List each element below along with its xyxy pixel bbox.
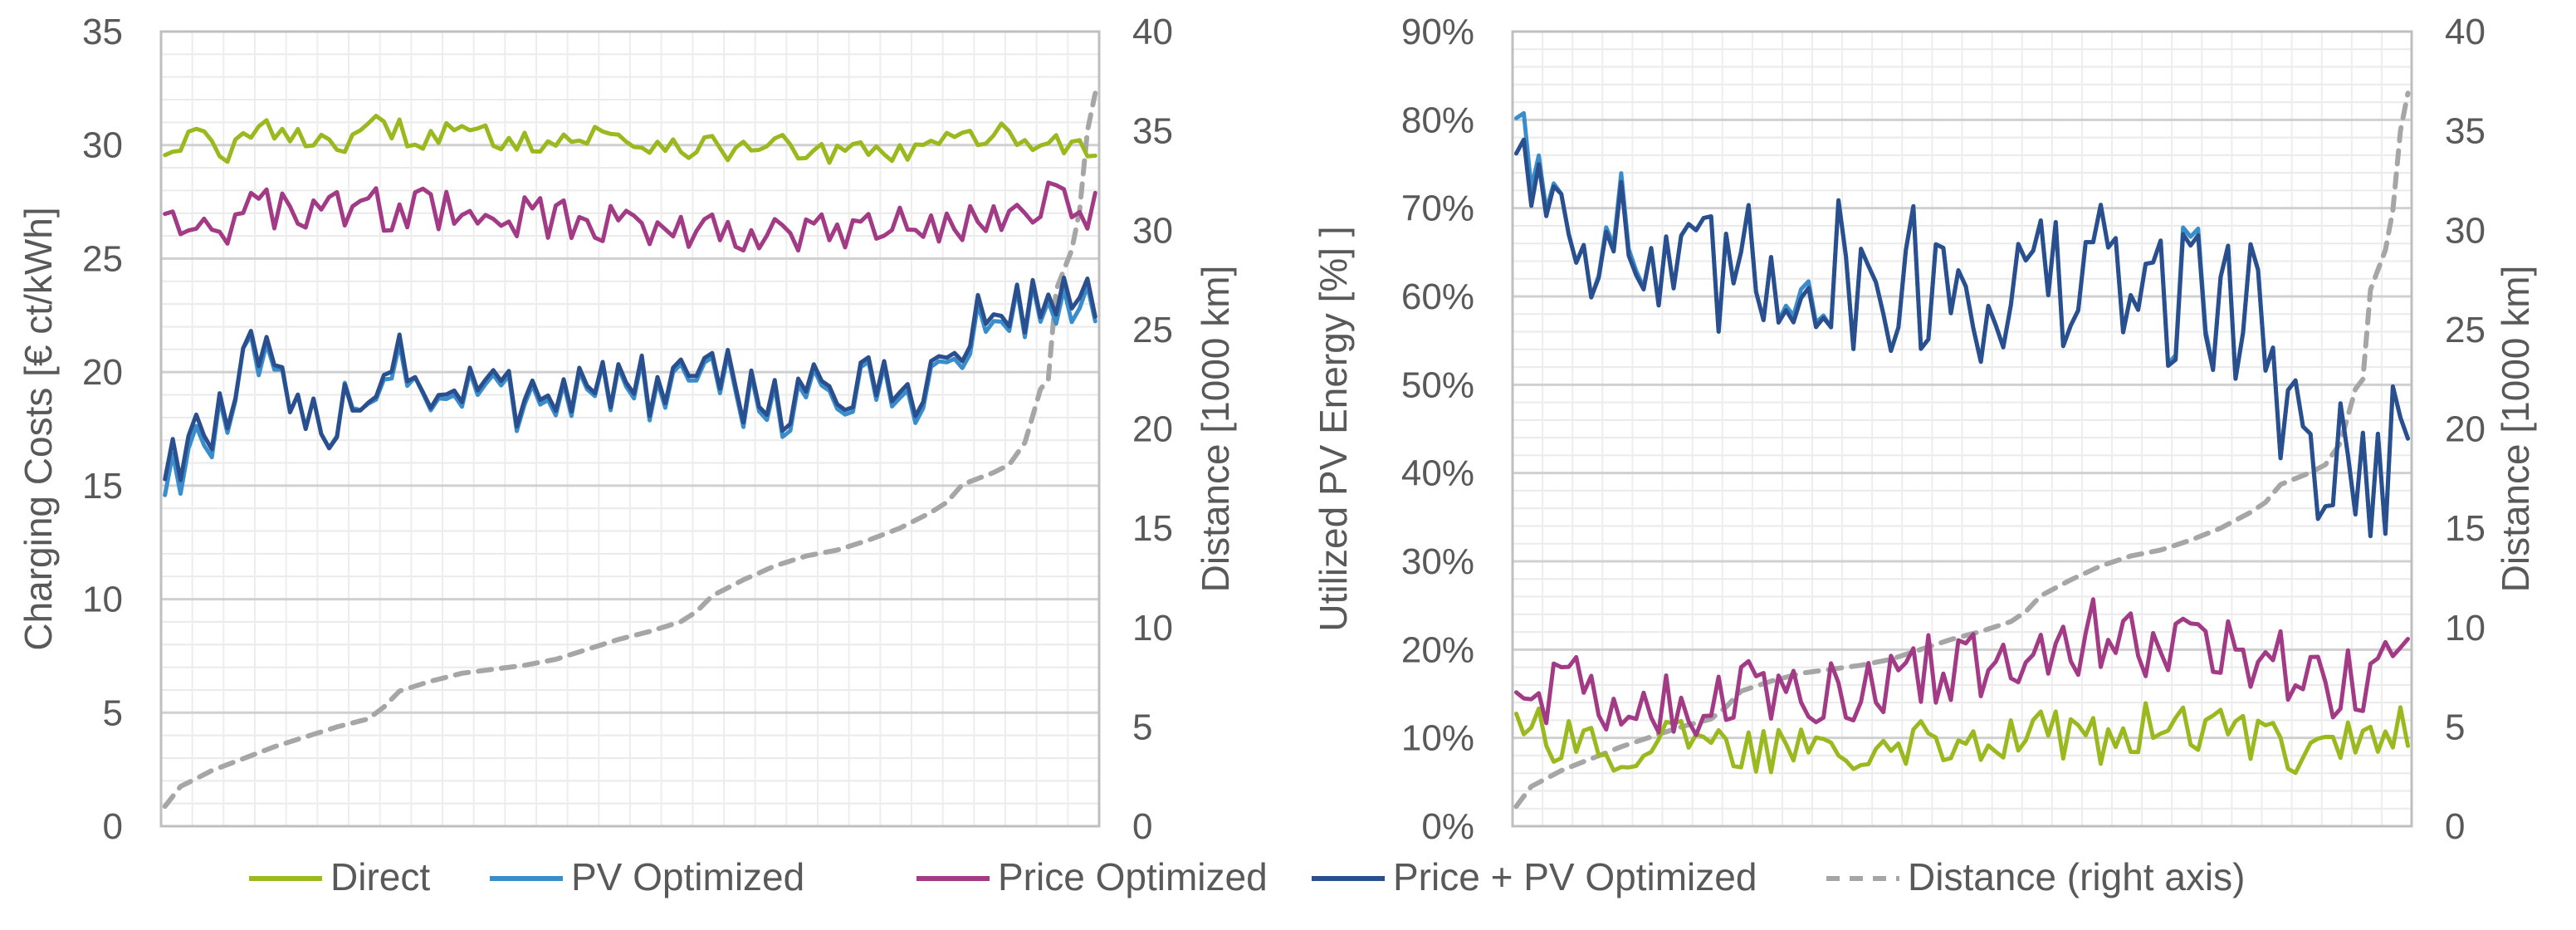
y-tick-label: 60% <box>1401 277 1474 317</box>
y2-axis-title: Distance [1000 km] <box>1194 266 1237 593</box>
legend-label-direct: Direct <box>330 855 430 898</box>
series-line-direct <box>1514 701 2410 776</box>
chart-panel-pv_energy: 0% 10% 20% 30% 40% 50% 60% 70% 80% 90% 0 5 10 15 20 25 3… <box>1312 12 2537 847</box>
y-tick-label: 0 <box>103 806 123 847</box>
y2-tick-label: 10 <box>1132 608 1173 649</box>
y-tick-label: 70% <box>1401 188 1474 229</box>
series-line-pricepv <box>163 275 1097 482</box>
y2-tick-label: 20 <box>1132 409 1173 450</box>
chart-panel-costs: 0 5 10 15 20 25 30 35 0 5 10 15 20 25 30 35 40 Charging C… <box>17 12 1237 847</box>
y-tick-label: 30 <box>82 125 123 166</box>
plot-area-border <box>159 30 1101 828</box>
y2-tick-label: 10 <box>2445 608 2486 649</box>
y2-tick-label: 15 <box>2445 508 2486 549</box>
y2-tick-label: 15 <box>1132 508 1173 549</box>
y2-tick-label: 30 <box>1132 210 1173 251</box>
series-line-price <box>1514 597 2410 737</box>
y-tick-label: 25 <box>82 238 123 279</box>
y2-tick-label: 0 <box>2445 806 2465 847</box>
series-line-distance <box>162 91 1098 810</box>
y2-tick-label: 40 <box>1132 12 1173 52</box>
legend-label-price: Price Optimized <box>998 855 1268 898</box>
y-tick-label: 10% <box>1401 718 1474 759</box>
legend-label-distance: Distance (right axis) <box>1908 855 2245 898</box>
y2-tick-label: 0 <box>1132 806 1152 847</box>
y-tick-label: 40% <box>1401 453 1474 494</box>
y2-tick-label: 25 <box>2445 310 2486 350</box>
series-line-pricepv <box>1514 137 2410 539</box>
y-tick-label: 20% <box>1401 629 1474 670</box>
y-tick-label: 80% <box>1401 100 1474 140</box>
y2-tick-label: 40 <box>2445 12 2486 52</box>
y2-axis-title: Distance [1000 km] <box>2494 266 2537 593</box>
y-tick-label: 35 <box>82 12 123 52</box>
y-tick-label: 30% <box>1401 541 1474 582</box>
y2-tick-label: 5 <box>1132 707 1152 747</box>
series-line-distance <box>1513 91 2411 810</box>
y-axis-title: Utilized PV Energy [%] ] <box>1312 226 1355 631</box>
y2-tick-label: 30 <box>2445 210 2486 251</box>
y2-tick-label: 35 <box>1132 111 1173 152</box>
y-tick-label: 50% <box>1401 365 1474 405</box>
legend-label-pv: PV Optimized <box>571 855 804 898</box>
legend: Direct PV Optimized Price Optimized Price +… <box>249 855 2245 898</box>
y2-tick-label: 5 <box>2445 707 2465 747</box>
y2-tick-label: 25 <box>1132 310 1173 350</box>
y-tick-label: 0% <box>1421 806 1474 847</box>
y2-tick-label: 35 <box>2445 111 2486 152</box>
legend-label-pricepv: Price + PV Optimized <box>1393 855 1757 898</box>
series-line-direct <box>163 114 1097 165</box>
y-tick-label: 10 <box>82 580 123 620</box>
plot-area-border <box>1511 30 2413 828</box>
y2-tick-label: 20 <box>2445 409 2486 450</box>
series-line-price <box>163 180 1097 253</box>
y-tick-label: 20 <box>82 352 123 393</box>
y-tick-label: 5 <box>103 693 123 733</box>
y-axis-title: Charging Costs [€ ct/kWh] <box>17 207 60 650</box>
y-tick-label: 15 <box>82 466 123 507</box>
y-tick-label: 90% <box>1401 12 1474 52</box>
